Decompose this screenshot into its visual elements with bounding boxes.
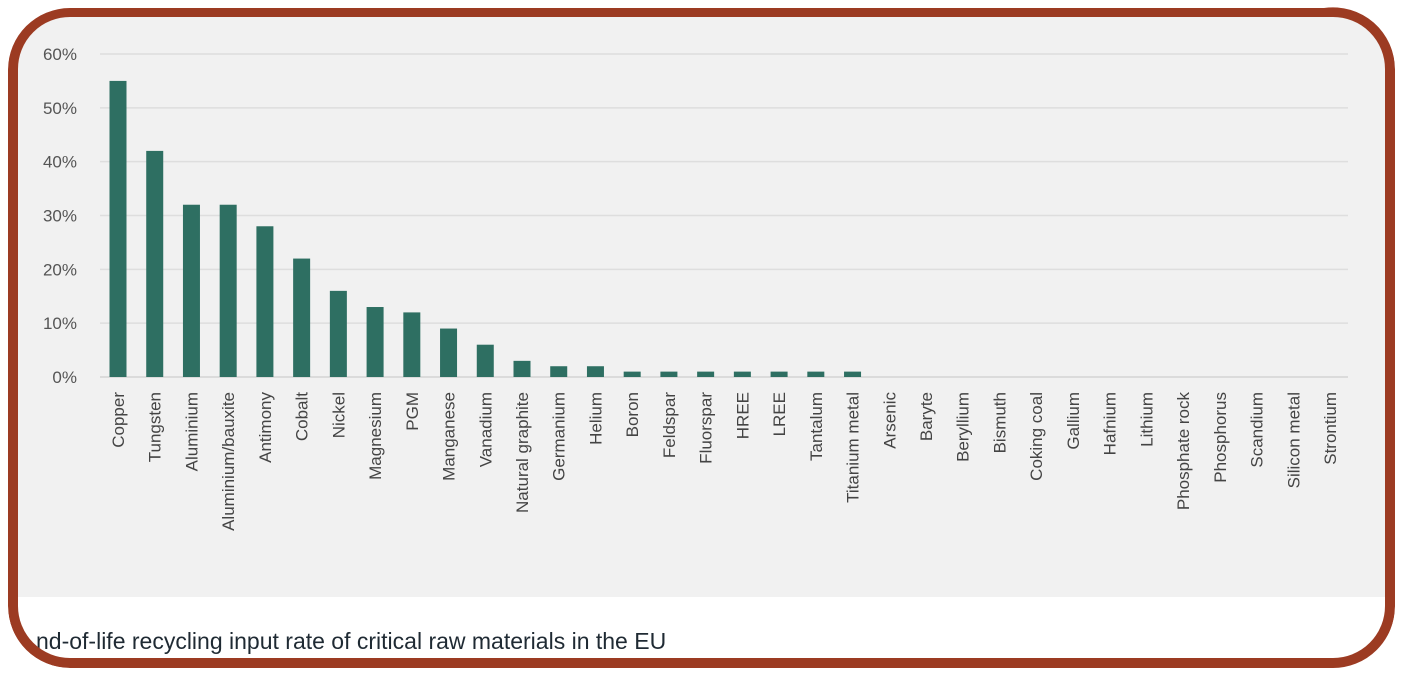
bar-copper (109, 80, 127, 378)
bar-aluminium (182, 204, 200, 377)
y-tick-label: 30% (43, 207, 77, 226)
x-tick-label: Germanium (550, 392, 569, 481)
x-tick-label: Antimony (256, 392, 275, 463)
x-tick-label: Arsenic (880, 392, 899, 449)
x-tick-label: Gallium (1064, 392, 1083, 450)
bar-manganese (440, 328, 458, 377)
bar-aluminium-bauxite (219, 204, 237, 377)
x-tick-label: Tungsten (146, 392, 165, 462)
y-tick-label: 0% (52, 368, 77, 387)
x-tick-label: Baryte (917, 392, 936, 441)
bar-cobalt (293, 258, 311, 377)
y-tick-label: 10% (43, 314, 77, 333)
x-tick-label: LREE (770, 392, 789, 436)
bar-tantalum (807, 371, 825, 377)
x-tick-label: Aluminium/bauxite (219, 392, 238, 531)
x-tick-label: Magnesium (366, 392, 385, 480)
y-tick-label: 60% (43, 45, 77, 64)
x-tick-label: Boron (623, 392, 642, 437)
x-tick-label: Scandium (1248, 392, 1267, 468)
x-tick-label: Strontium (1321, 392, 1340, 465)
x-tick-label: Natural graphite (513, 392, 532, 513)
x-tick-label: Fluorspar (697, 392, 716, 464)
x-tick-label: Coking coal (1027, 392, 1046, 481)
x-tick-label: PGM (403, 392, 422, 431)
bar-germanium (550, 366, 568, 377)
x-tick-label: Cobalt (293, 392, 312, 441)
x-tick-label: Manganese (440, 392, 459, 481)
bar-antimony (256, 226, 274, 377)
y-tick-label: 20% (43, 260, 77, 279)
x-tick-label: Copper (109, 392, 128, 448)
bar-hree (733, 371, 751, 377)
x-tick-label: Phosphorus (1211, 392, 1230, 483)
bar-boron (623, 371, 641, 377)
bar-vanadium (476, 344, 494, 377)
x-tick-label: Vanadium (476, 392, 495, 467)
x-tick-label: Beryllium (954, 392, 973, 462)
x-tick-label: Silicon metal (1284, 392, 1303, 488)
x-tick-label: Bismuth (990, 392, 1009, 453)
bar-lree (770, 371, 788, 377)
bar-magnesium (366, 307, 384, 377)
x-tick-label: HREE (733, 392, 752, 439)
bar-tungsten (146, 150, 164, 377)
chart-caption: nd-of-life recycling input rate of criti… (36, 628, 667, 654)
x-tick-label: Feldspar (660, 392, 679, 458)
bar-natural-graphite (513, 360, 531, 377)
y-tick-label: 40% (43, 153, 77, 172)
x-tick-label: Lithium (1137, 392, 1156, 447)
bar-feldspar (660, 371, 678, 377)
x-tick-label: Tantalum (807, 392, 826, 461)
x-tick-label: Hafnium (1101, 392, 1120, 455)
x-tick-label: Phosphate rock (1174, 392, 1193, 511)
y-tick-label: 50% (43, 99, 77, 118)
bar-helium (586, 366, 604, 377)
bar-fluorspar (697, 371, 715, 377)
bar-nickel (329, 290, 347, 377)
bar-titanium-metal (844, 371, 862, 377)
x-tick-label: Helium (586, 392, 605, 445)
x-tick-label: Aluminium (182, 392, 201, 471)
x-tick-label: Titanium metal (844, 392, 863, 503)
x-tick-label: Nickel (329, 392, 348, 438)
bar-pgm (403, 312, 421, 377)
